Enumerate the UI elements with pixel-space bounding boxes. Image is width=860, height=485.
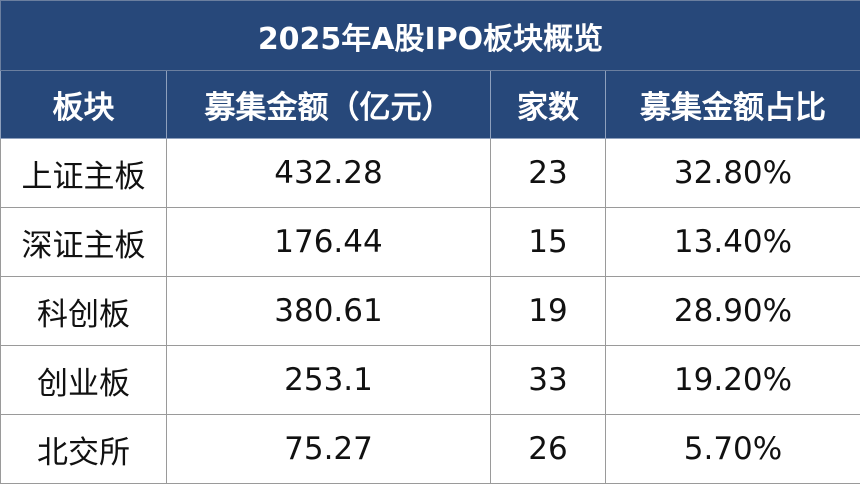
table-row: 深证主板 176.44 15 13.40% <box>0 207 860 277</box>
table-cell: 创业板 <box>0 345 167 415</box>
table-cell: 432.28 <box>166 138 491 208</box>
table-cell: 上证主板 <box>0 138 167 208</box>
table-body: 上证主板 432.28 23 32.80% 深证主板 176.44 15 13.40% 科创板 3… <box>0 138 860 484</box>
table-cell: 253.1 <box>166 345 491 415</box>
table-row: 北交所 75.27 26 5.70% <box>0 414 860 484</box>
table-cell: 19.20% <box>605 345 860 415</box>
table-cell: 北交所 <box>0 414 167 484</box>
table-cell: 23 <box>490 138 606 208</box>
table-row: 科创板 380.61 19 28.90% <box>0 276 860 346</box>
table-cell: 13.40% <box>605 207 860 277</box>
table-cell: 33 <box>490 345 606 415</box>
table-cell: 26 <box>490 414 606 484</box>
header-cell: 募集金额占比 <box>605 70 860 139</box>
table-cell: 176.44 <box>166 207 491 277</box>
header-cell: 募集金额（亿元） <box>166 70 491 139</box>
header-row: 板块 募集金额（亿元） 家数 募集金额占比 <box>0 70 860 139</box>
table-cell: 5.70% <box>605 414 860 484</box>
table-cell: 28.90% <box>605 276 860 346</box>
table-cell: 15 <box>490 207 606 277</box>
table-cell: 75.27 <box>166 414 491 484</box>
table-row: 创业板 253.1 33 19.20% <box>0 345 860 415</box>
table-cell: 380.61 <box>166 276 491 346</box>
table-title: 2025年A股IPO板块概览 <box>0 0 860 71</box>
table-cell: 32.80% <box>605 138 860 208</box>
table-cell: 深证主板 <box>0 207 167 277</box>
table-cell: 19 <box>490 276 606 346</box>
header-cell: 板块 <box>0 70 167 139</box>
header-cell: 家数 <box>490 70 606 139</box>
table-row: 上证主板 432.28 23 32.80% <box>0 138 860 208</box>
table-cell: 科创板 <box>0 276 167 346</box>
